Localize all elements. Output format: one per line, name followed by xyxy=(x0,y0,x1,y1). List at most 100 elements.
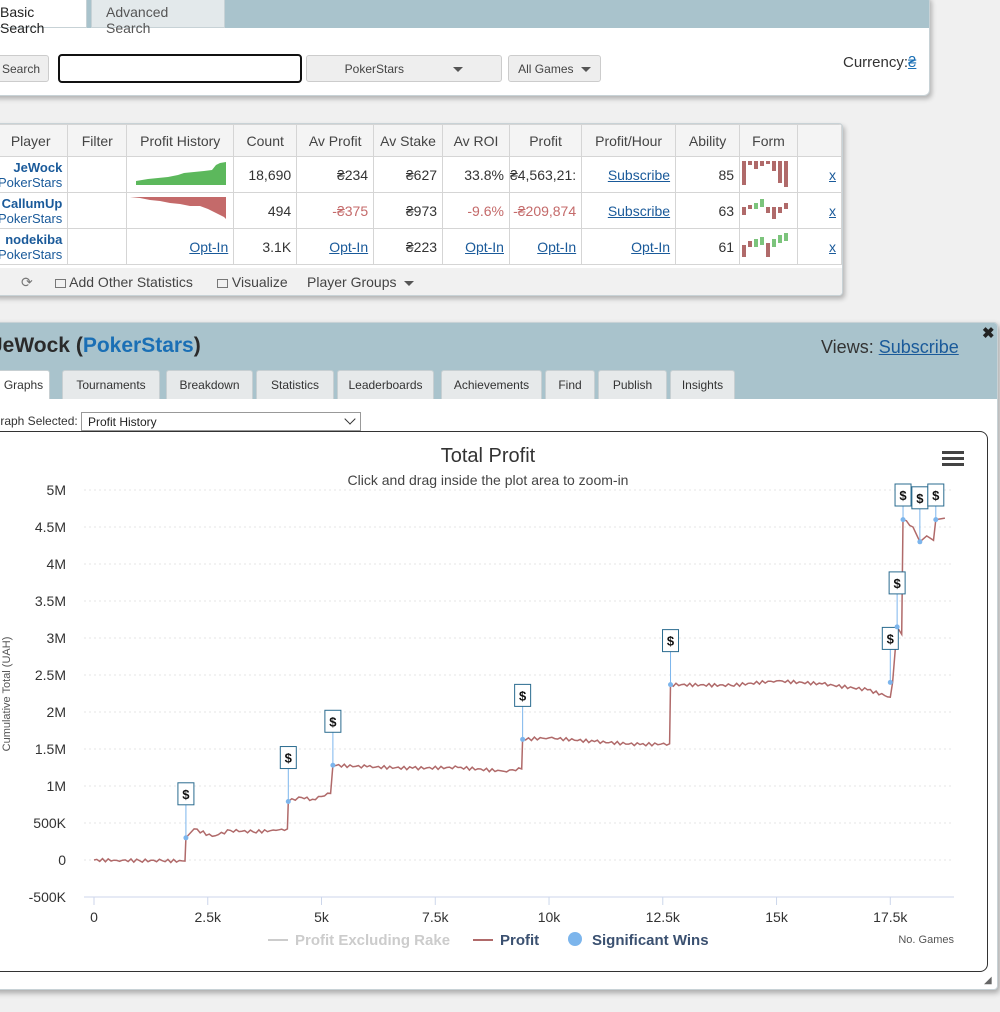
opt-in-link[interactable]: Opt-In xyxy=(465,238,504,255)
significant-win-flag: $ xyxy=(514,683,532,742)
table-row[interactable]: JeWock PokerStars 18,690 ₴234 ₴627 33.8% … xyxy=(0,156,842,193)
refresh-icon[interactable]: ⟳ xyxy=(21,274,33,290)
tab-advanced-search[interactable]: Advanced Search xyxy=(91,0,225,36)
visualize-button[interactable]: Visualize xyxy=(217,274,288,290)
player-name[interactable]: nodekiba xyxy=(5,231,63,247)
filter-cell xyxy=(67,192,128,229)
chart-grid xyxy=(84,489,954,898)
col-profit[interactable]: Profit xyxy=(508,124,583,157)
site-select-value: PokerStars xyxy=(344,62,404,76)
remove-player-link[interactable]: x xyxy=(829,166,836,183)
chart-menu-icon[interactable] xyxy=(942,451,964,466)
opt-in-link[interactable]: Opt-In xyxy=(329,238,369,255)
flag-box xyxy=(177,782,195,806)
add-stats-label: Add Other Statistics xyxy=(69,274,193,290)
graph-select[interactable]: Profit History xyxy=(81,412,361,431)
filter-cell xyxy=(67,156,128,193)
tab-graphs[interactable]: Graphs xyxy=(0,370,50,399)
x-axis-ticks: 0 2.5k 5k 7.5k 10k 12.5k 15k 17.5k xyxy=(90,897,908,925)
col-profit-hour[interactable]: Profit/Hour xyxy=(581,124,677,157)
legend-item-significant-wins[interactable]: Significant Wins xyxy=(592,932,709,949)
legend-item-profit[interactable]: Profit xyxy=(500,932,539,949)
player-name[interactable]: CallumUp xyxy=(1,195,63,211)
resize-handle-icon[interactable]: ◢ xyxy=(984,975,992,986)
col-profit-history[interactable]: Profit History xyxy=(126,124,235,157)
results-toolbar: ⟳ Add Other Statistics Visualize Player … xyxy=(0,268,842,295)
opt-in-link[interactable]: Opt-In xyxy=(537,238,577,255)
player-panel-header: JeWock (PokerStars) Views: Subscribe ✖ G… xyxy=(0,323,997,399)
subscribe-link[interactable]: Subscribe xyxy=(607,166,671,183)
game-select[interactable]: All Games xyxy=(508,55,601,82)
col-av-roi[interactable]: Av ROI xyxy=(442,124,510,157)
significant-win-flag: $ xyxy=(888,571,906,630)
remove-player-link[interactable]: x xyxy=(829,238,836,255)
subscribe-link[interactable]: Subscribe xyxy=(607,202,671,219)
player-site: PokerStars xyxy=(0,174,63,190)
flag-label: $ xyxy=(887,631,895,646)
tab-breakdown[interactable]: Breakdown xyxy=(166,370,253,399)
tab-publish[interactable]: Publish xyxy=(598,370,667,399)
tab-leaderboards[interactable]: Leaderboards xyxy=(337,370,434,399)
flag-point xyxy=(285,799,291,805)
opt-in-link[interactable]: Opt-In xyxy=(189,238,229,255)
player-groups-button[interactable]: Player Groups xyxy=(307,274,415,290)
search-tab-bar: Basic Search Advanced Search xyxy=(0,0,929,36)
tab-achievements[interactable]: Achievements xyxy=(441,370,542,399)
tab-insights[interactable]: Insights xyxy=(670,370,735,399)
flag-box xyxy=(894,483,912,507)
player-cell[interactable]: CallumUp PokerStars xyxy=(0,192,69,229)
currency-link[interactable]: ₴ xyxy=(908,54,917,71)
legend-item-excluding-rake[interactable]: Profit Excluding Rake xyxy=(295,932,450,949)
add-stats-button[interactable]: Add Other Statistics xyxy=(55,274,193,290)
x-tick-label: 10k xyxy=(538,909,562,925)
search-button[interactable]: Search xyxy=(0,55,49,82)
opt-in-link[interactable]: Opt-In xyxy=(631,238,671,255)
col-av-stake[interactable]: Av Stake xyxy=(373,124,444,157)
views-subscribe-link[interactable]: Subscribe xyxy=(878,337,959,357)
site-select[interactable]: PokerStars xyxy=(306,55,502,82)
profit-hour-cell: Subscribe xyxy=(581,156,677,193)
player-name[interactable]: JeWock xyxy=(13,159,63,175)
player-cell[interactable]: JeWock PokerStars xyxy=(0,156,69,193)
form-cell xyxy=(739,192,799,229)
table-row[interactable]: nodekiba PokerStars Opt-In 3.1K Opt-In ₴2… xyxy=(0,228,842,265)
remove-player-link[interactable]: x xyxy=(829,202,836,219)
y-tick-label: 5M xyxy=(47,482,66,498)
table-row[interactable]: CallumUp PokerStars 494 -₴375 ₴973 -9.6% … xyxy=(0,192,842,229)
chart-container: Total Profit Click and drag inside the p… xyxy=(0,431,988,972)
col-form[interactable]: Form xyxy=(739,124,799,157)
ability-cell: 85 xyxy=(675,156,741,193)
flag-label: $ xyxy=(182,787,190,802)
total-profit-chart[interactable]: Total Profit Click and drag inside the p… xyxy=(0,432,987,971)
flag-point xyxy=(668,682,674,688)
player-cell[interactable]: nodekiba PokerStars xyxy=(0,228,69,265)
tab-tournaments[interactable]: Tournaments xyxy=(62,370,160,399)
form-chart xyxy=(742,161,789,187)
col-av-profit[interactable]: Av Profit xyxy=(296,124,375,157)
search-input[interactable] xyxy=(58,54,302,83)
tab-basic-search[interactable]: Basic Search xyxy=(0,0,87,36)
y-tick-label: 4.5M xyxy=(35,519,66,535)
form-chart xyxy=(742,233,789,257)
flag-box xyxy=(881,626,899,650)
tab-find[interactable]: Find xyxy=(545,370,595,399)
col-filter[interactable]: Filter xyxy=(67,124,128,157)
player-title-site[interactable]: PokerStars xyxy=(82,334,194,357)
col-count[interactable]: Count xyxy=(233,124,298,157)
ability-cell: 63 xyxy=(675,192,741,229)
form-cell xyxy=(739,228,799,265)
profit-history-cell: Opt-In xyxy=(126,228,235,265)
sparkline-area xyxy=(130,197,227,219)
col-player[interactable]: Player xyxy=(0,124,69,157)
x-tick-label: 17.5k xyxy=(873,909,908,925)
tab-statistics[interactable]: Statistics xyxy=(256,370,334,399)
flag-label: $ xyxy=(932,488,940,503)
window-icon xyxy=(55,278,66,288)
col-ability[interactable]: Ability xyxy=(675,124,741,157)
av-stake-cell: ₴223 xyxy=(373,228,444,265)
table-header-row: Player Filter Profit History Count Av Pr… xyxy=(0,124,842,157)
close-icon[interactable]: ✖ xyxy=(982,325,995,342)
profit-history-sparkline xyxy=(136,162,227,185)
count-cell: 3.1K xyxy=(233,228,298,265)
flag-point xyxy=(917,539,923,545)
